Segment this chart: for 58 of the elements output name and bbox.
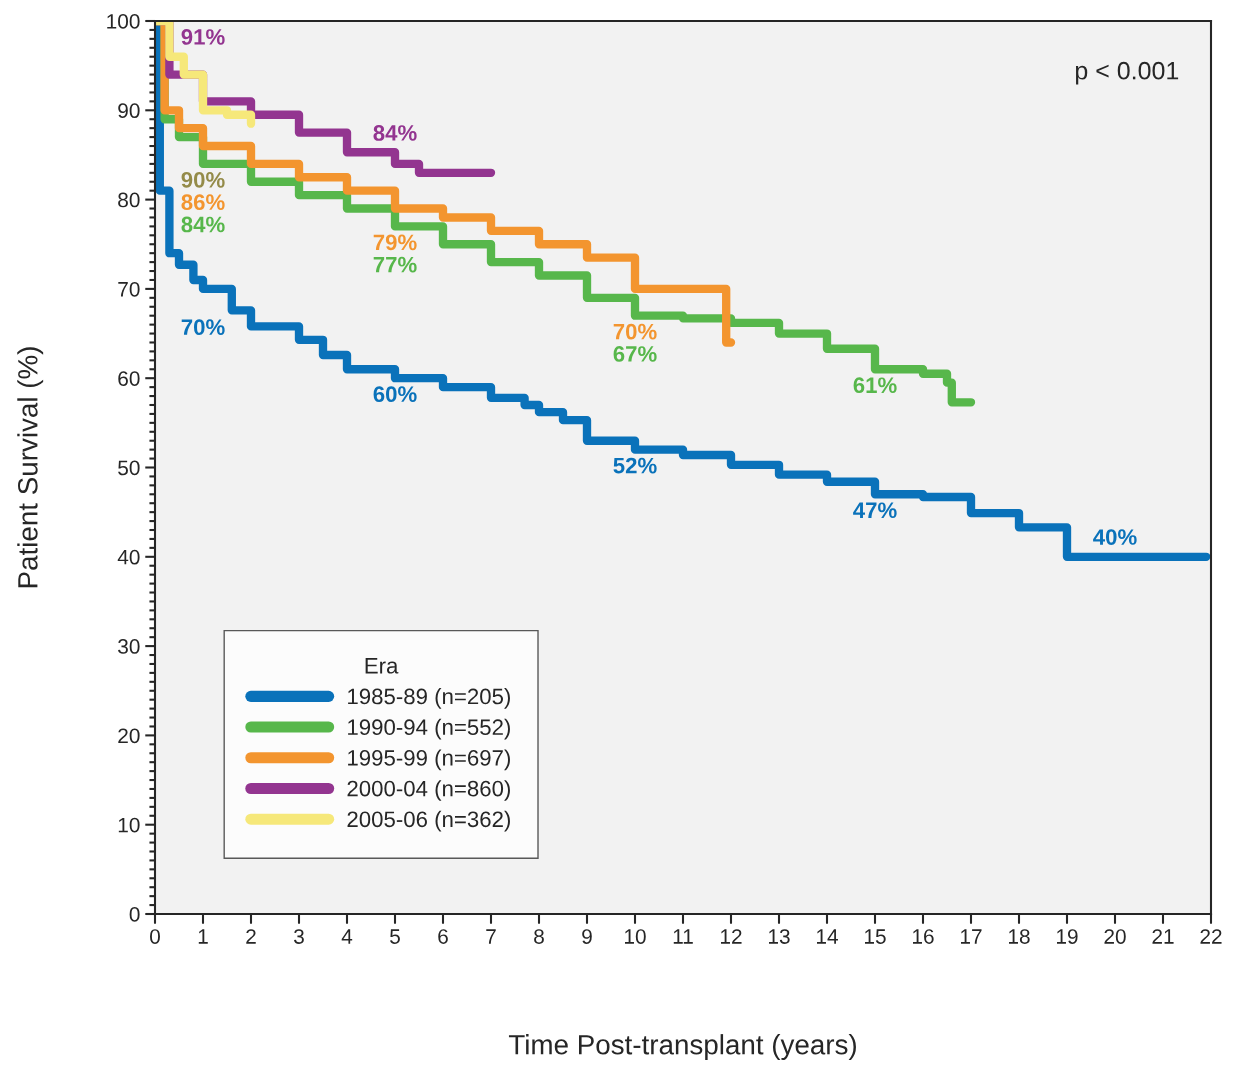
annotation: 60% [373, 386, 417, 403]
annotation: 86% [181, 194, 225, 211]
annotation: 70% [613, 323, 657, 340]
x-tick-label: 21 [1152, 929, 1174, 944]
legend-label: 1990-94 (n=552) [348, 718, 510, 740]
annotation: 77% [373, 256, 417, 273]
y-tick-label: 90 [118, 103, 140, 119]
annotation: 90% [181, 171, 225, 188]
legend-label: 1995-99 (n=697) [348, 749, 510, 771]
annotation: 84% [373, 125, 417, 141]
x-tick-label: 3 [294, 929, 304, 944]
y-tick-label: 50 [118, 460, 140, 476]
x-tick-label: 11 [673, 929, 693, 944]
x-tick-label: 13 [769, 929, 790, 944]
x-tick-label: 0 [150, 929, 160, 944]
x-tick-label: 6 [438, 929, 448, 944]
annotation: 91% [181, 29, 225, 45]
x-tick-label: 10 [625, 929, 646, 944]
x-tick-label: 5 [390, 929, 400, 944]
x-tick-label: 20 [1104, 929, 1126, 944]
annotation: 47% [853, 502, 897, 519]
x-tick-label: 16 [913, 929, 934, 944]
legend-label: 1985-89 (n=205) [348, 688, 510, 709]
x-tick-label: 8 [534, 929, 544, 944]
annotation: 70% [181, 319, 225, 336]
x-tick-label: 4 [341, 929, 353, 944]
y-tick-label: 10 [118, 817, 140, 833]
x-tick-label: 22 [1200, 929, 1222, 944]
x-tick-label: 2 [246, 929, 256, 944]
y-tick-label: 100 [107, 14, 140, 29]
legend-title: Era [365, 658, 399, 674]
y-axis-title: Patient Survival (%) [17, 347, 44, 588]
y-tick-label: 80 [118, 192, 140, 208]
x-tick-label: 15 [865, 929, 886, 944]
legend-label: 2005-06 (n=362) [347, 810, 510, 832]
annotation: 84% [181, 216, 225, 233]
y-tick-label: 40 [117, 549, 140, 565]
annotation: 79% [373, 234, 417, 251]
x-tick-label: 14 [817, 929, 838, 944]
y-tick-label: 60 [118, 371, 140, 386]
y-tick-label: 30 [118, 639, 140, 654]
y-tick-label: 70 [118, 281, 140, 297]
x-tick-label: 18 [1009, 929, 1030, 944]
y-tick-label: 0 [129, 907, 140, 922]
annotation: p < 0.001 [1075, 61, 1179, 85]
x-tick-label: 7 [486, 929, 496, 944]
annotation: 67% [613, 346, 657, 362]
annotation: 40% [1093, 529, 1137, 545]
x-axis-title: Time Post-transplant (years) [508, 1034, 856, 1061]
annotation: 61% [853, 377, 897, 394]
x-tick-label: 17 [961, 929, 982, 944]
annotation: 52% [613, 457, 657, 474]
x-tick-label: 9 [582, 929, 592, 944]
x-tick-label: 12 [721, 929, 742, 944]
legend-label: 2000-04 (n=860) [347, 780, 510, 801]
x-tick-label: 1 [198, 929, 208, 944]
y-tick-label: 20 [118, 728, 140, 744]
x-tick-label: 19 [1057, 929, 1078, 944]
